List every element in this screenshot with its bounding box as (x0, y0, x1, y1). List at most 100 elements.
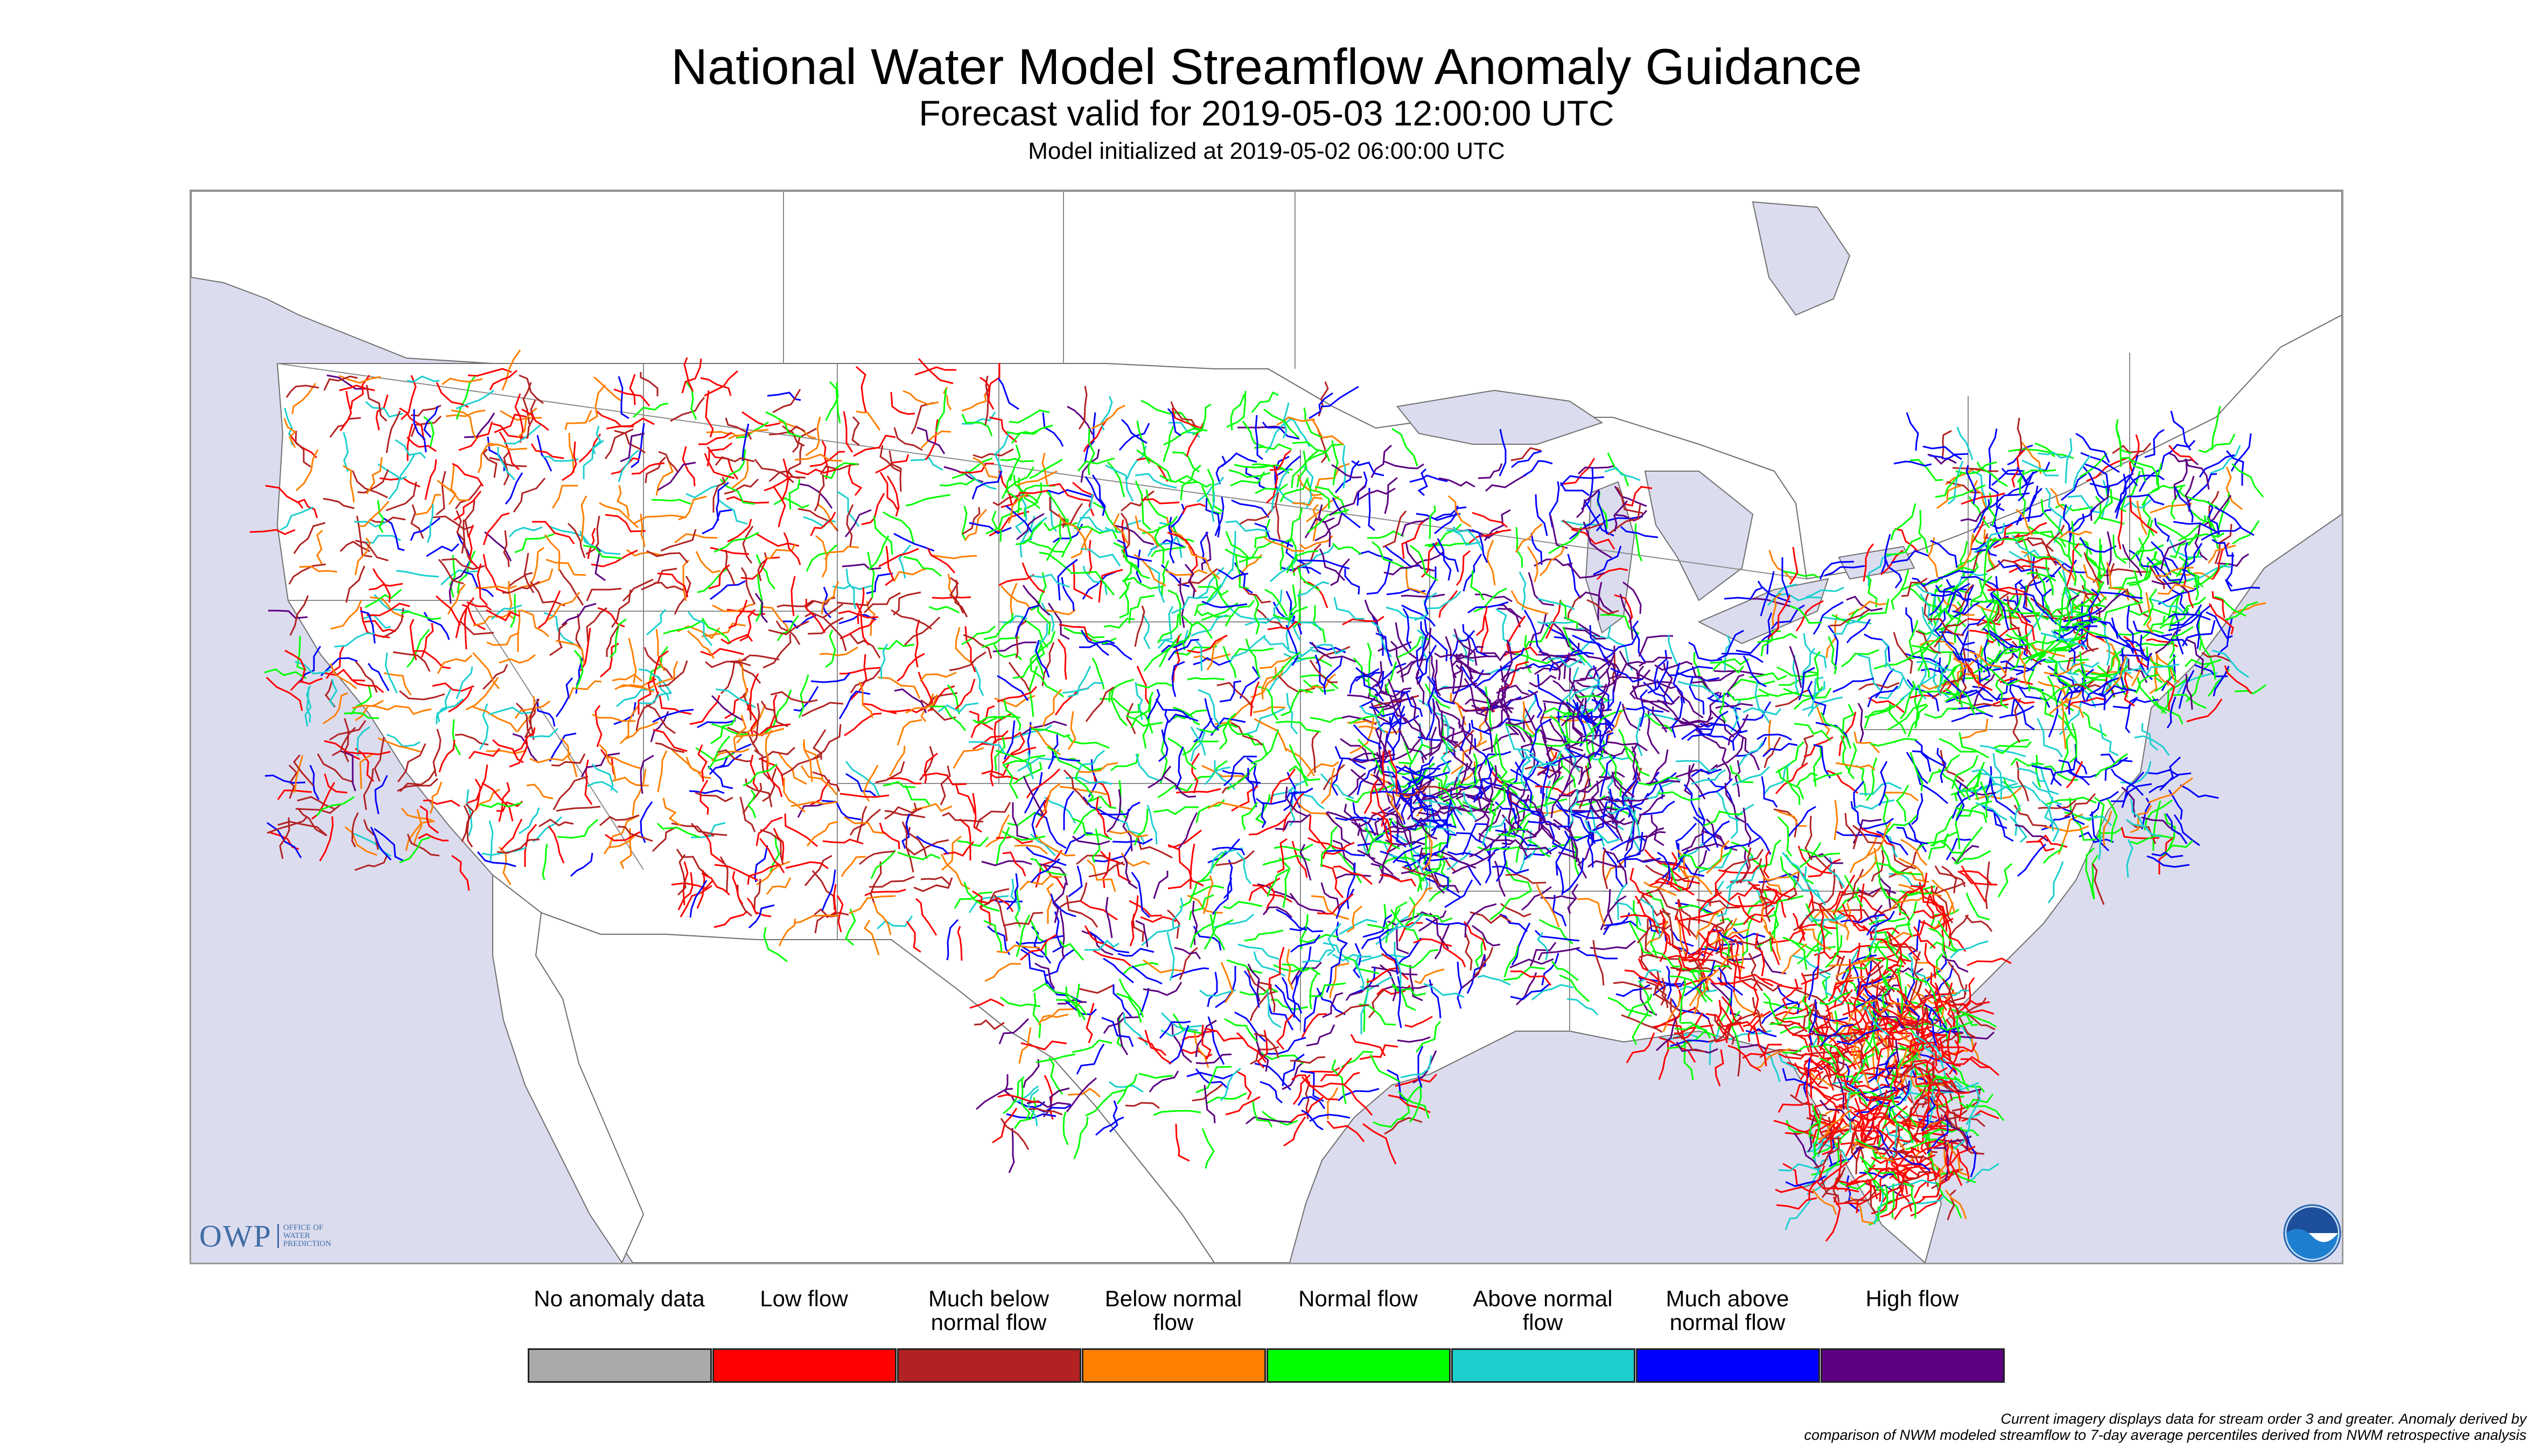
river-segment (2027, 654, 2046, 692)
river-segment (1550, 779, 1575, 818)
river-segment (1808, 1060, 1835, 1091)
river-segment (851, 416, 860, 446)
river-segment (1871, 984, 1901, 1002)
river-segment (1438, 477, 1475, 488)
river-segment (1956, 426, 1974, 460)
river-segment (875, 761, 905, 783)
river-segment (849, 808, 881, 836)
river-segment (1136, 420, 1151, 464)
river-segment (1335, 816, 1377, 821)
river-segment (2106, 568, 2149, 573)
river-segment (1287, 416, 1311, 447)
river-segment (1171, 596, 1209, 614)
river-segment (1067, 405, 1094, 435)
river-segment (1209, 847, 1243, 874)
river-segment (2049, 674, 2081, 694)
river-segment (1206, 638, 1223, 670)
river-segment (1003, 912, 1044, 927)
river-segment (1032, 983, 1077, 1002)
river-segment (1135, 920, 1149, 948)
river-segment (1828, 857, 1845, 888)
river-segment (514, 533, 555, 554)
river-segment (893, 567, 929, 582)
river-segment (760, 606, 790, 632)
river-segment (436, 471, 446, 516)
river-segment (1873, 862, 1924, 876)
river-segment (1250, 667, 1277, 698)
river-segment (755, 554, 776, 590)
river-segment (2097, 544, 2107, 583)
river-segment (1314, 486, 1347, 514)
river-segment (613, 388, 650, 407)
river-segment (1986, 559, 2025, 573)
river-segment (1529, 613, 1547, 647)
river-segment (406, 436, 437, 452)
river-segment (1626, 1032, 1655, 1063)
river-segment (1945, 688, 1976, 715)
river-segment (2129, 434, 2140, 475)
river-segment (1971, 768, 2016, 783)
river-segment (1178, 480, 1212, 488)
river-segment (1874, 1026, 1899, 1060)
river-segment (643, 647, 674, 680)
baja-peninsula (492, 873, 645, 1263)
river-segment (586, 607, 607, 642)
river-segment (1020, 948, 1048, 985)
river-segment (674, 576, 691, 615)
river-segment (1320, 773, 1354, 800)
river-segment (1771, 604, 1805, 629)
river-segment (715, 456, 755, 466)
river-segment (1997, 560, 2032, 572)
river-segment (1498, 647, 1525, 673)
river-segment (1929, 895, 1948, 932)
river-segment (1933, 1020, 1974, 1031)
river-segment (1471, 751, 1512, 771)
river-segment (295, 449, 319, 492)
river-segment (844, 509, 872, 537)
river-segment (992, 641, 1037, 653)
river-segment (1064, 832, 1093, 855)
river-segment (695, 792, 733, 802)
river-segment (1535, 494, 1548, 536)
river-segment (1619, 593, 1634, 640)
river-segment (1658, 1040, 1669, 1080)
river-segment (624, 721, 659, 740)
river-segment (1508, 795, 1534, 832)
river-segment (1522, 701, 1535, 736)
river-segment (1797, 845, 1832, 874)
river-segment (1609, 661, 1646, 680)
river-segment (453, 491, 482, 521)
river-segment (1520, 751, 1531, 790)
river-segment (1954, 1013, 1997, 1028)
river-segment (2037, 451, 2071, 459)
river-segment (437, 479, 470, 501)
river-segment (591, 549, 638, 568)
streamflow-anomaly-map[interactable] (190, 190, 2343, 1264)
river-segment (1505, 873, 1547, 884)
river-segment (1662, 863, 1683, 892)
river-segment (472, 706, 518, 732)
river-segment (1835, 830, 1881, 838)
river-segment (1041, 603, 1055, 632)
river-segment (1167, 408, 1181, 437)
river-segment (806, 544, 838, 572)
river-segment (1251, 391, 1279, 413)
river-segment (836, 597, 873, 606)
river-segment (412, 650, 451, 669)
river-segment (1934, 865, 1966, 887)
river-segment (441, 558, 485, 570)
river-segment (508, 572, 533, 588)
river-segment (739, 608, 756, 642)
river-segment (1991, 593, 2010, 631)
river-segment (764, 543, 796, 559)
river-segment (1503, 646, 1538, 657)
river-segment (1960, 541, 1968, 578)
river-segment (1863, 1169, 1888, 1198)
river-segment (1836, 1105, 1871, 1121)
river-segment (1859, 782, 1902, 795)
river-segment (1813, 744, 1831, 779)
river-segment (998, 1018, 1030, 1045)
river-segment (981, 860, 1032, 866)
river-segment (1065, 776, 1112, 785)
river-segment (1413, 938, 1452, 947)
